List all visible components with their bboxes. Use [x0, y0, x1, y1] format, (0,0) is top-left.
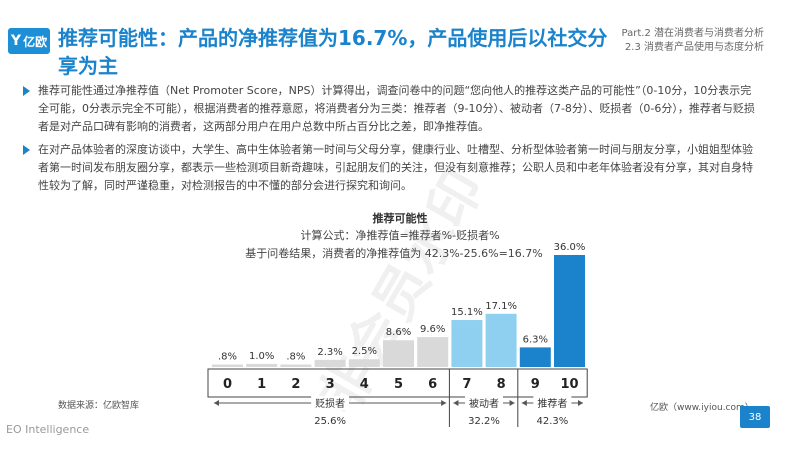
- bar-value-label: 15.1%: [451, 307, 483, 318]
- bar: [280, 364, 312, 367]
- arrow-head-icon: [441, 400, 447, 406]
- bar-value-label: 6.3%: [523, 334, 548, 345]
- logo-text: 亿欧: [23, 34, 48, 49]
- bar: [348, 359, 380, 367]
- bar-value-label: 9.6%: [420, 324, 445, 335]
- group-name: 推荐者: [537, 397, 567, 410]
- chart-title: 推荐可能性: [373, 211, 428, 225]
- bar-value-label: 36.0%: [554, 242, 586, 253]
- tick-label: 3: [326, 377, 335, 392]
- tick-label: 6: [428, 377, 437, 392]
- bar-value-label: 2.5%: [352, 346, 377, 357]
- group-label-bg: [465, 396, 503, 410]
- chart-annotation: 计算公式：净推荐值=推荐者%-贬损者%: [300, 228, 499, 242]
- bar-value-label: 1.0%: [249, 351, 274, 362]
- group-label-bg: [533, 396, 572, 410]
- tick-label: 0: [223, 377, 232, 392]
- data-source: 数据来源：亿欧智库: [58, 401, 140, 411]
- bar: [314, 359, 346, 367]
- bar: [417, 337, 449, 367]
- page-number: 38: [740, 406, 770, 428]
- group-name: 被动者: [469, 397, 499, 410]
- arrow-head-icon: [453, 400, 459, 406]
- part-line-2: 2.3 消费者产品使用与态度分析: [624, 42, 764, 53]
- chart-annotation: 基于问卷结果，消费者的净推荐值为 42.3%-25.6%=16.7%: [245, 246, 543, 260]
- bar: [246, 363, 278, 367]
- bar-value-label: 2.3%: [317, 347, 342, 358]
- arrow-head-icon: [578, 400, 583, 406]
- bar: [383, 340, 414, 367]
- site-url: 亿欧（www.iyiou.com）: [650, 403, 754, 413]
- group-value: 32.2%: [468, 416, 500, 427]
- tick-label: 9: [531, 377, 540, 392]
- arrow-head-icon: [509, 400, 515, 406]
- score-box: [207, 368, 588, 398]
- section-info: Part.2 潜在消费者与消费者分析 2.3 消费者产品使用与态度分析: [622, 27, 764, 55]
- paragraph-interview: 在对产品体验者的深度访谈中，大学生、高中生体验者第一时间与父母分享，健康行业、吐…: [23, 141, 758, 195]
- paragraph-text: 推荐可能性通过净推荐值（Net Promoter Score，NPS）计算得出，…: [38, 84, 755, 133]
- group-label-bg: [311, 396, 350, 410]
- yiou-logo-icon: Y: [10, 33, 22, 49]
- bar-value-label: 17.1%: [485, 301, 517, 312]
- tick-label: 8: [497, 377, 506, 392]
- tick-label: 7: [462, 377, 471, 392]
- tick-label: 5: [394, 377, 403, 392]
- part-line-1: Part.2 潜在消费者与消费者分析: [621, 28, 764, 39]
- paragraph-text: 在对产品体验者的深度访谈中，大学生、高中生体验者第一时间与父母分享，健康行业、吐…: [38, 143, 753, 192]
- bar: [519, 347, 551, 367]
- arrow-head-icon: [214, 400, 219, 406]
- brand-footer: EO Intelligence: [6, 423, 90, 436]
- tick-label: 1: [257, 377, 266, 392]
- bar: [485, 313, 517, 367]
- group-name: 贬损者: [315, 397, 345, 410]
- group-value: 42.3%: [537, 416, 569, 427]
- bar-value-label: .8%: [286, 352, 305, 363]
- bar: [212, 364, 243, 367]
- tick-label: 4: [360, 377, 369, 392]
- bullet-icon: [23, 86, 30, 96]
- bar-value-label: .8%: [218, 352, 237, 363]
- bar: [554, 255, 585, 367]
- paragraph-nps: 推荐可能性通过净推荐值（Net Promoter Score，NPS）计算得出，…: [23, 82, 758, 136]
- bar: [451, 320, 483, 367]
- page-title: 推荐可能性：产品的净推荐值为16.7%，产品使用后以社交分享为主: [58, 26, 608, 78]
- tick-label: 2: [291, 377, 300, 392]
- group-value: 25.6%: [314, 416, 346, 427]
- arrow-head-icon: [521, 400, 527, 406]
- bar-value-label: 8.6%: [386, 327, 411, 338]
- brand-logo: Y 亿欧: [8, 28, 50, 54]
- tick-label: 10: [560, 377, 578, 392]
- bullet-icon: [23, 145, 30, 155]
